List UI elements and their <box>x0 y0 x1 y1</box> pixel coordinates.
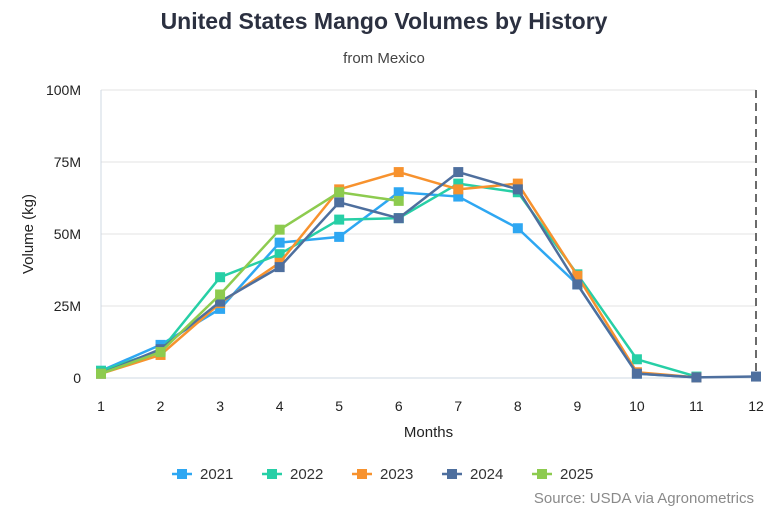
x-tick-label: 4 <box>276 398 284 414</box>
legend-label-2023: 2023 <box>380 466 413 483</box>
data-point-2024 <box>453 167 464 178</box>
y-tick-label: 0 <box>73 370 81 386</box>
y-tick-label: 25M <box>54 298 81 314</box>
x-tick-label: 1 <box>97 398 105 414</box>
data-point-2024 <box>393 213 404 224</box>
data-point-2021 <box>215 303 226 314</box>
x-tick-label: 7 <box>454 398 462 414</box>
data-point-2024 <box>751 371 761 382</box>
data-point-2023 <box>512 178 523 189</box>
data-point-2023 <box>393 167 404 178</box>
chart-subtitle: from Mexico <box>343 50 425 67</box>
x-tick-label: 5 <box>335 398 343 414</box>
data-point-2022 <box>631 354 642 365</box>
y-tick-label: 100M <box>46 82 81 98</box>
legend-label-2022: 2022 <box>290 466 323 483</box>
data-point-2023 <box>453 184 464 195</box>
legend-marker-2024 <box>447 469 457 479</box>
data-point-2022 <box>274 249 285 260</box>
x-tick-label: 6 <box>395 398 403 414</box>
source-credit: Source: USDA via Agronometrics <box>533 490 754 507</box>
legend-label-2024: 2024 <box>470 466 503 483</box>
data-point-2024 <box>274 262 285 273</box>
data-point-2021 <box>334 231 345 242</box>
y-tick-label: 75M <box>54 154 81 170</box>
data-point-2025 <box>215 289 226 300</box>
data-point-2021 <box>393 187 404 198</box>
legend-label-2021: 2021 <box>200 466 233 483</box>
legend-marker-2023 <box>357 469 367 479</box>
x-tick-label: 12 <box>748 398 764 414</box>
series-line-2022 <box>100 182 697 378</box>
data-point-2022 <box>215 272 226 283</box>
series-line-2024 <box>100 170 757 379</box>
data-point-2025 <box>393 195 404 206</box>
x-tick-label: 3 <box>216 398 224 414</box>
x-tick-label: 2 <box>157 398 165 414</box>
series-line-2025 <box>100 190 399 375</box>
data-point-2022 <box>453 178 464 189</box>
data-point-2024 <box>334 197 345 208</box>
data-point-2024 <box>631 368 642 379</box>
data-point-2021 <box>453 191 464 202</box>
data-point-2022 <box>334 214 345 225</box>
data-point-2025 <box>334 187 345 198</box>
data-point-2025 <box>155 347 166 358</box>
legend-marker-2022 <box>267 469 277 479</box>
x-tick-label: 10 <box>629 398 645 414</box>
legend-marker-2025 <box>537 469 547 479</box>
data-point-2024 <box>691 372 702 383</box>
y-axis-title: Volume (kg) <box>20 194 37 274</box>
y-tick-label: 50M <box>54 226 81 242</box>
data-point-2025 <box>274 224 285 235</box>
data-point-2025 <box>96 368 106 379</box>
data-point-2021 <box>274 237 285 248</box>
data-point-2024 <box>512 184 523 195</box>
x-tick-label: 8 <box>514 398 522 414</box>
x-axis-title: Months <box>404 424 453 441</box>
legend-marker-2021 <box>177 469 187 479</box>
x-tick-label: 9 <box>573 398 581 414</box>
data-point-2021 <box>512 223 523 234</box>
legend-label-2025: 2025 <box>560 466 593 483</box>
data-point-2023 <box>572 270 583 281</box>
data-point-2024 <box>215 296 226 307</box>
data-point-2024 <box>572 279 583 290</box>
chart-title: United States Mango Volumes by History <box>160 8 608 34</box>
x-tick-label: 11 <box>689 398 704 414</box>
